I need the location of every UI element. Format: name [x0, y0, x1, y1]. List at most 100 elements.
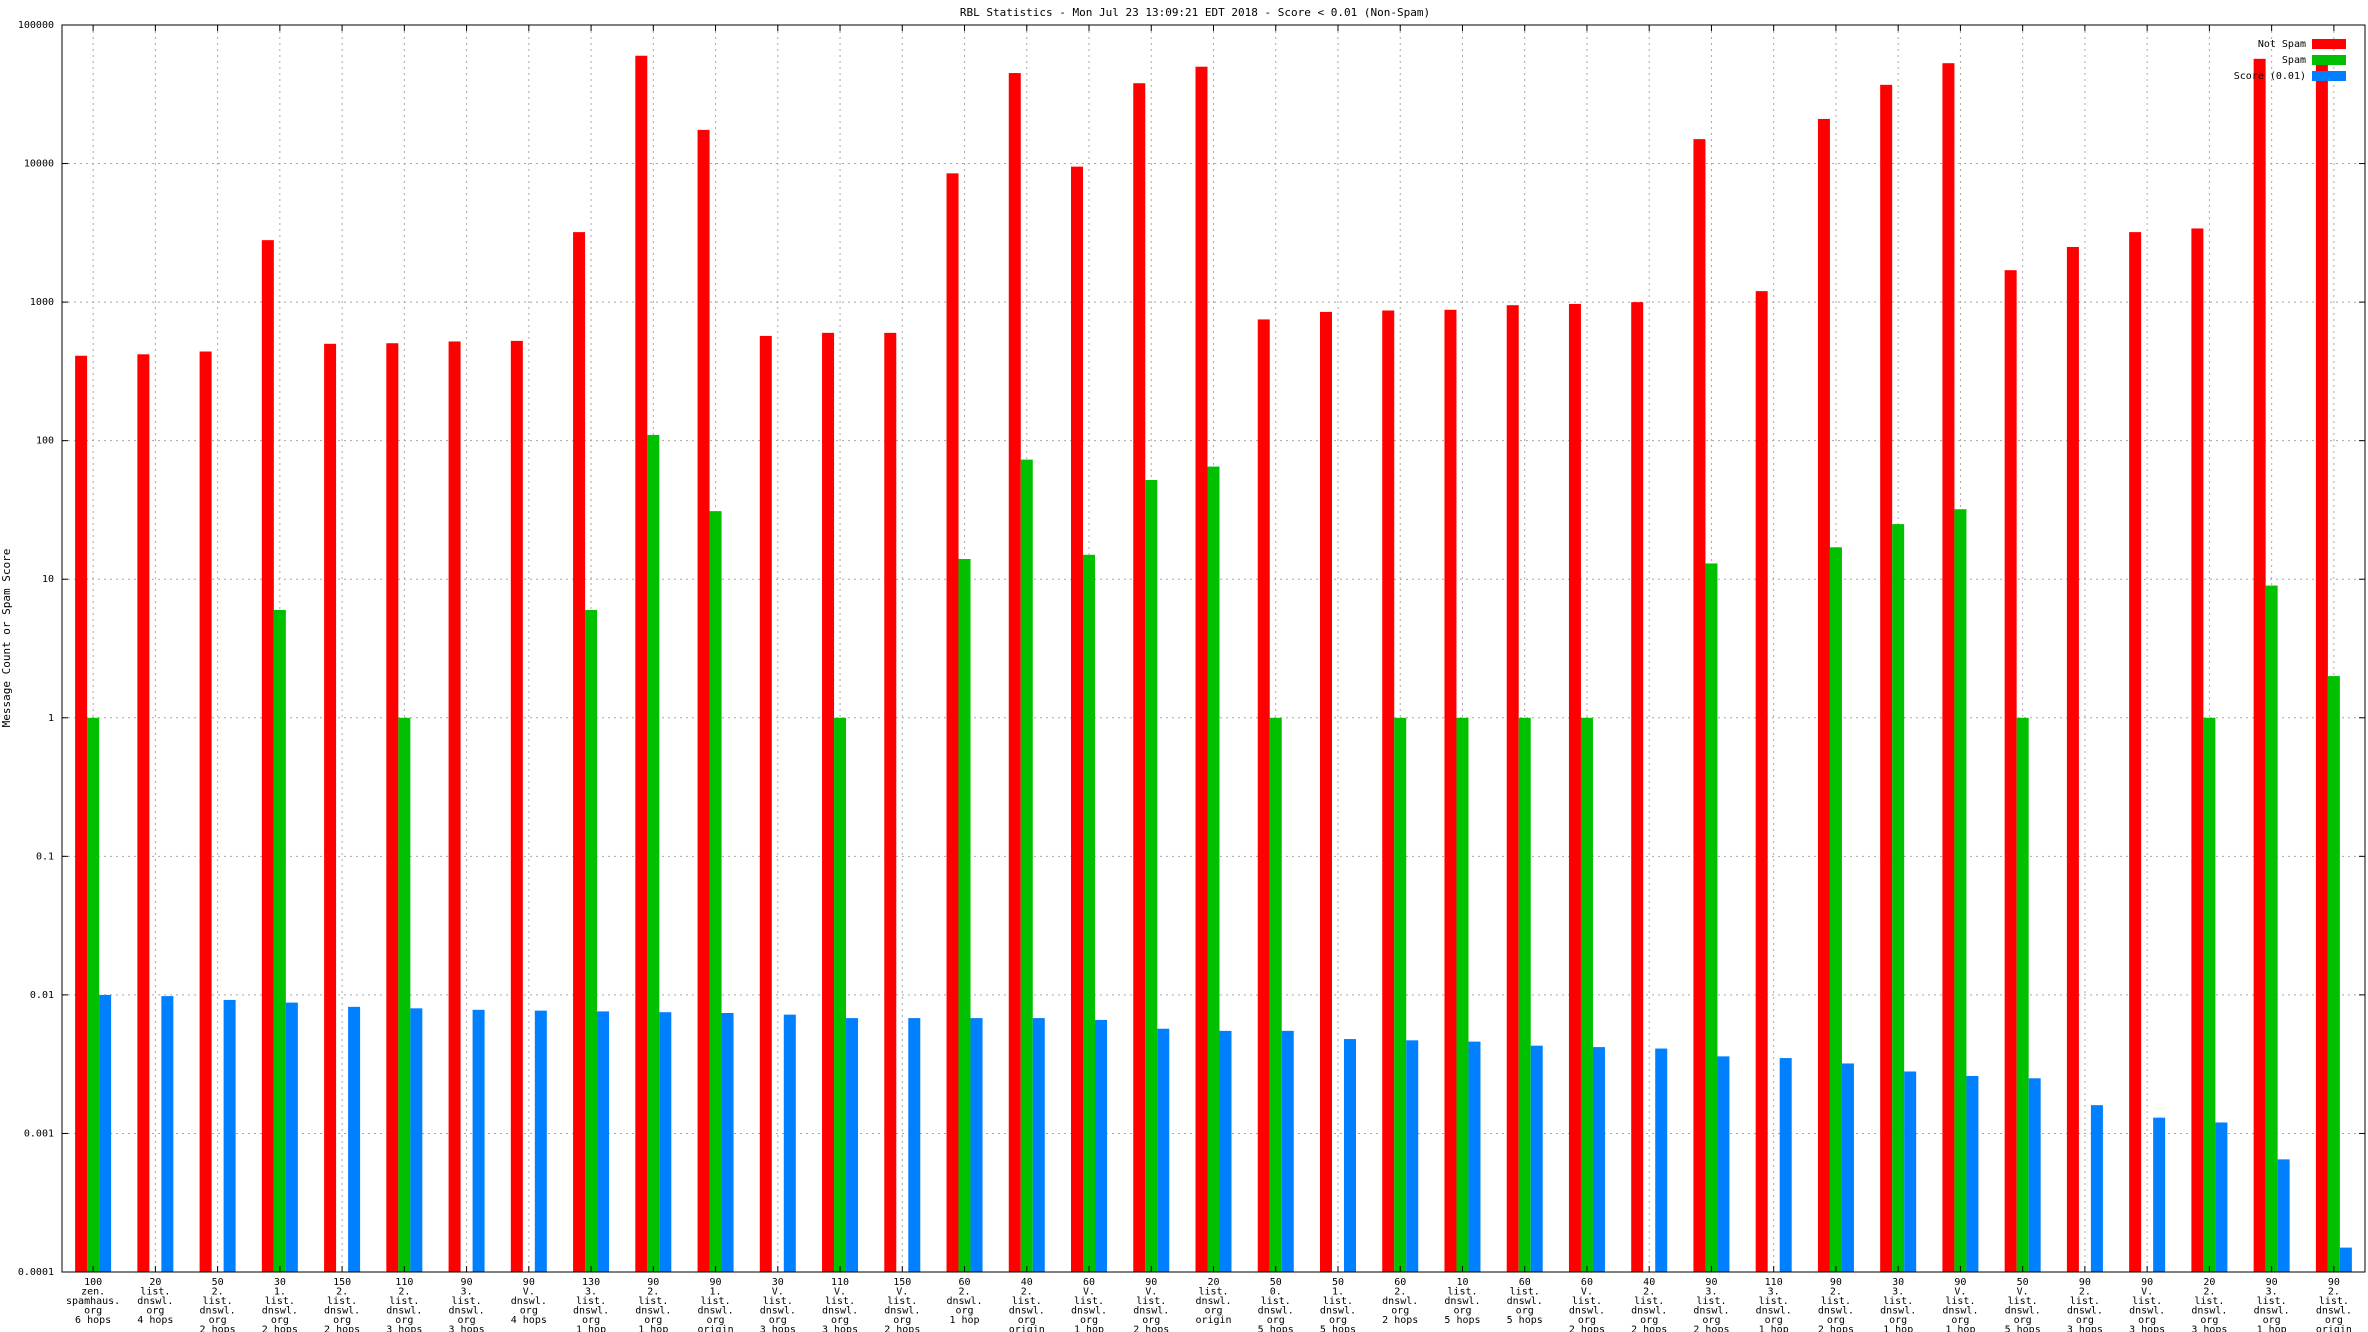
bar-score-0-01 [659, 1012, 672, 1272]
bar-score-0-01 [721, 1013, 734, 1272]
bar-spam [1954, 509, 1967, 1272]
bar-score-0-01 [2215, 1122, 2228, 1272]
bar-spam [2327, 676, 2340, 1272]
bar-score-0-01 [1032, 1018, 1045, 1272]
x-tick-label: 130 3. list. dnswl. org 1 hop [573, 1277, 609, 1332]
bar-score-0-01 [161, 996, 174, 1272]
bar-not-spam [2315, 60, 2328, 1272]
bar-spam [2016, 717, 2029, 1272]
bar-score-0-01 [1717, 1056, 1730, 1272]
bar-not-spam [1133, 83, 1146, 1273]
x-tick-label: 20 2. list. dnswl. org 3 hops [2191, 1277, 2227, 1332]
bar-score-0-01 [2277, 1159, 2290, 1272]
bar-score-0-01 [1904, 1071, 1917, 1272]
bar-not-spam [1755, 291, 1768, 1272]
bar-score-0-01 [1095, 1019, 1108, 1272]
x-tick-label: 90 2. list. dnswl. org 1 hop [635, 1277, 671, 1332]
bar-spam [1269, 717, 1282, 1272]
bar-score-0-01 [783, 1014, 796, 1272]
bar-score-0-01 [1343, 1039, 1356, 1272]
bar-not-spam [1195, 66, 1208, 1273]
bar-spam [1829, 547, 1842, 1272]
bar-not-spam [448, 341, 461, 1272]
x-tick-label: 60 V. list. dnswl. org 2 hops [1569, 1277, 1605, 1332]
bars [75, 55, 2352, 1273]
x-tick-label: 40 2. list. dnswl. org 2 hops [1631, 1277, 1667, 1332]
x-tick-label: 90 3. list. dnswl. org 3 hops [449, 1277, 485, 1332]
bar-score-0-01 [1157, 1028, 1170, 1272]
bar-not-spam [75, 355, 88, 1272]
bar-spam [273, 609, 286, 1272]
chart-title: RBL Statistics - Mon Jul 23 13:09:21 EDT… [960, 6, 1430, 19]
x-tick-label: 10 list. dnswl. org 5 hops [1444, 1277, 1480, 1326]
bar-score-0-01 [2153, 1117, 2166, 1272]
bar-score-0-01 [1281, 1030, 1294, 1272]
bar-score-0-01 [99, 994, 112, 1272]
x-tick-label: 60 2. dnswl. org 1 hop [946, 1277, 982, 1326]
bar-score-0-01 [2028, 1078, 2041, 1272]
x-tick-label: 50 V. list. dnswl. org 5 hops [2005, 1277, 2041, 1332]
legend: Not Spam Spam Score (0.01) [2234, 39, 2346, 82]
bar-not-spam [1880, 84, 1893, 1273]
y-axis-ticks: 100000 10000 1000 100 10 1 0.1 0.01 0.001 0.0001 [18, 20, 2365, 1278]
x-tick-label: 90 V. list. dnswl. org 3 hops [2129, 1277, 2165, 1332]
bar-not-spam [573, 232, 586, 1273]
bar-not-spam [2129, 232, 2142, 1273]
bar-score-0-01 [1779, 1058, 1792, 1272]
bar-score-0-01 [597, 1011, 610, 1272]
y-tick-label: 0.1 [36, 851, 54, 862]
bar-score-0-01 [472, 1009, 485, 1272]
bar-not-spam [1382, 310, 1395, 1272]
x-tick-label: 100 zen. spamhaus. org 6 hops [66, 1277, 120, 1326]
bar-score-0-01 [2339, 1247, 2352, 1272]
bar-score-0-01 [1655, 1048, 1668, 1272]
bar-not-spam [1008, 73, 1021, 1273]
bar-score-0-01 [410, 1008, 423, 1272]
x-tick-label: 90 3. list. dnswl. org 1 hop [2254, 1277, 2290, 1332]
bar-spam [1083, 554, 1096, 1272]
y-tick-label: 0.01 [30, 990, 54, 1001]
y-axis-label: Message Count or Spam Score [0, 549, 13, 728]
bar-not-spam [1257, 319, 1270, 1272]
x-tick-label: 50 1. list. dnswl. org 5 hops [1320, 1277, 1356, 1332]
x-tick-label: 90 2. list. dnswl. org 2 hops [1818, 1277, 1854, 1332]
x-tick-label: 110 3. list. dnswl. org 1 hop [1756, 1277, 1792, 1332]
bar-not-spam [1506, 305, 1519, 1272]
bar-score-0-01 [846, 1018, 859, 1272]
bar-not-spam [1444, 309, 1457, 1272]
x-tick-label: 20 list. dnswl. org origin [1195, 1277, 1231, 1326]
bar-not-spam [386, 343, 399, 1272]
bar-not-spam [697, 129, 710, 1272]
y-tick-label: 100 [36, 436, 54, 447]
y-tick-label: 0.0001 [18, 1267, 54, 1278]
legend-swatch [2312, 39, 2346, 49]
x-tick-label: 90 2. list. dnswl. org 3 hops [2067, 1277, 2103, 1332]
bar-spam [1892, 524, 1905, 1272]
x-tick-label: 110 2. list. dnswl. org 3 hops [386, 1277, 422, 1332]
bar-not-spam [635, 55, 648, 1272]
bar-spam [1580, 717, 1593, 1272]
x-tick-label: 90 V. dnswl. org 4 hops [511, 1277, 547, 1326]
bar-spam [1456, 717, 1469, 1272]
x-axis-ticks: 100 zen. spamhaus. org 6 hops 20 list. dnswl. or… [66, 25, 2352, 1332]
bar-not-spam [2191, 228, 2204, 1272]
x-tick-label: 150 2. list. dnswl. org 2 hops [324, 1277, 360, 1332]
bar-spam [1705, 563, 1718, 1272]
legend-label: Not Spam [2258, 39, 2306, 50]
bar-not-spam [324, 343, 337, 1272]
x-tick-label: 50 2. list. dnswl. org 2 hops [200, 1277, 236, 1332]
bar-spam [647, 434, 660, 1272]
y-tick-label: 0.001 [24, 1128, 54, 1139]
x-tick-label: 150 V. list. dnswl. org 2 hops [884, 1277, 920, 1332]
bar-spam [709, 511, 722, 1272]
bar-score-0-01 [223, 999, 236, 1272]
legend-label: Score (0.01) [2234, 71, 2306, 82]
x-tick-label: 90 V. list. dnswl. org 1 hop [1942, 1277, 1978, 1332]
legend-swatch [2312, 71, 2346, 81]
bar-spam [87, 717, 100, 1272]
bar-spam [1394, 717, 1407, 1272]
bar-not-spam [2066, 246, 2079, 1272]
y-tick-label: 1 [48, 713, 54, 724]
bar-not-spam [946, 173, 959, 1272]
bar-not-spam [2004, 270, 2017, 1272]
